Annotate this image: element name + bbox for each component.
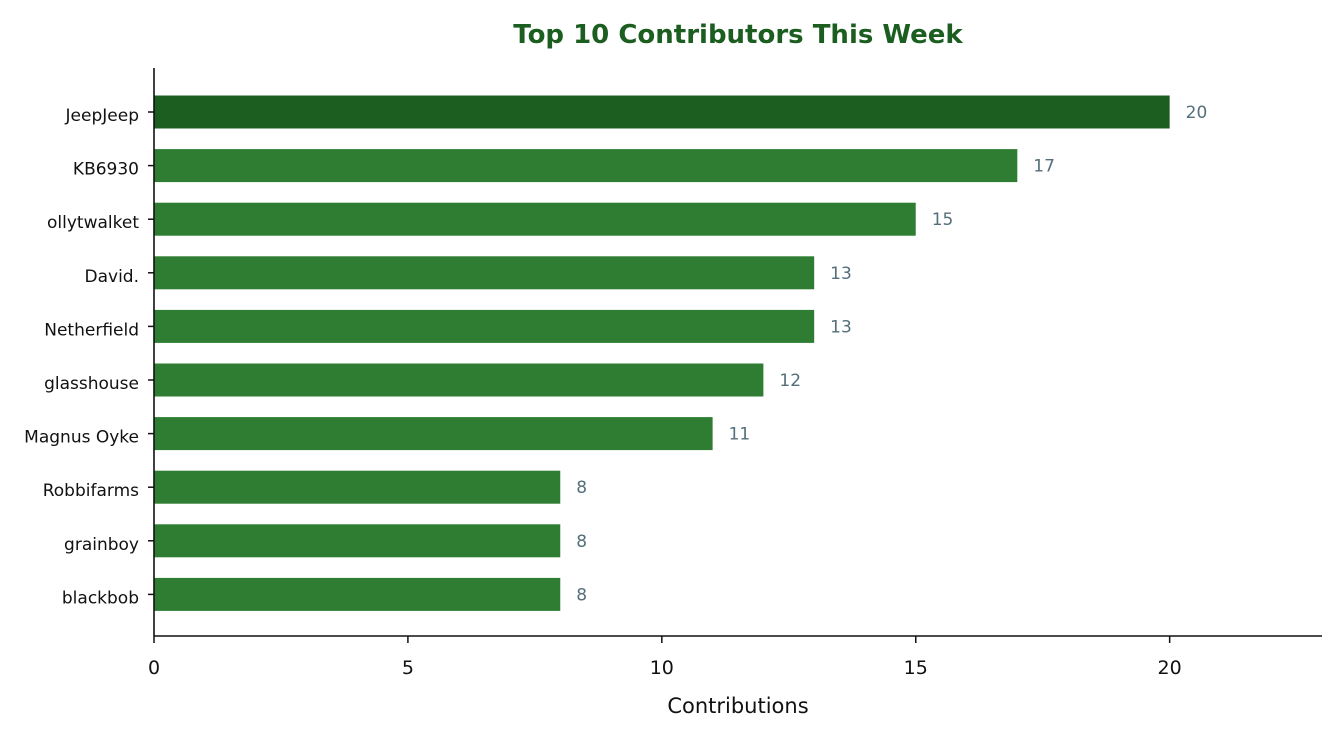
category-label: blackbob xyxy=(62,588,139,608)
bar-value-label: 8 xyxy=(576,585,587,605)
category-label: Netherfield xyxy=(44,320,139,340)
bar xyxy=(154,470,561,504)
bar-value-label: 13 xyxy=(830,317,852,337)
bar-value-label: 8 xyxy=(576,478,587,498)
category-label: Magnus Oyke xyxy=(24,428,139,448)
x-tick-label: 0 xyxy=(148,657,160,679)
bar xyxy=(154,309,815,343)
bar-value-label: 13 xyxy=(830,264,852,284)
bar xyxy=(154,149,1018,183)
category-label: KB6930 xyxy=(73,160,139,180)
bar-value-label: 8 xyxy=(576,532,587,552)
category-label: grainboy xyxy=(64,535,139,555)
category-label: Robbifarms xyxy=(43,481,139,501)
category-label: glasshouse xyxy=(44,374,139,394)
axes-layer xyxy=(148,68,1322,643)
bar-value-label: 11 xyxy=(729,425,751,445)
x-tick-label: 10 xyxy=(650,657,674,679)
x-tick-label: 20 xyxy=(1158,657,1182,679)
category-label: David. xyxy=(85,267,140,287)
chart-title: Top 10 Contributors This Week xyxy=(513,20,963,50)
bar-value-label: 17 xyxy=(1033,157,1055,177)
bar-value-label: 12 xyxy=(779,371,801,391)
bar xyxy=(154,202,916,236)
bar xyxy=(154,256,815,290)
x-tick-labels-layer: 0 5 10 15 20 xyxy=(148,657,1182,679)
bar xyxy=(154,417,713,451)
category-label: ollytwalket xyxy=(47,213,139,233)
category-label: JeepJeep xyxy=(65,106,139,126)
x-tick-label: 15 xyxy=(904,657,928,679)
bar xyxy=(154,524,561,558)
x-tick-label: 5 xyxy=(402,657,414,679)
bar-value-label: 20 xyxy=(1186,103,1208,123)
x-axis-title: Contributions xyxy=(667,694,808,718)
bars-layer xyxy=(154,95,1170,611)
bar xyxy=(154,363,764,397)
bar xyxy=(154,95,1170,129)
bar xyxy=(154,577,561,611)
category-labels-layer: JeepJeep KB6930 ollytwalket David. Netherfie… xyxy=(24,106,139,608)
value-labels-layer: 20 17 15 13 13 12 11 8 8 8 xyxy=(576,103,1207,605)
bar-value-label: 15 xyxy=(932,210,954,230)
